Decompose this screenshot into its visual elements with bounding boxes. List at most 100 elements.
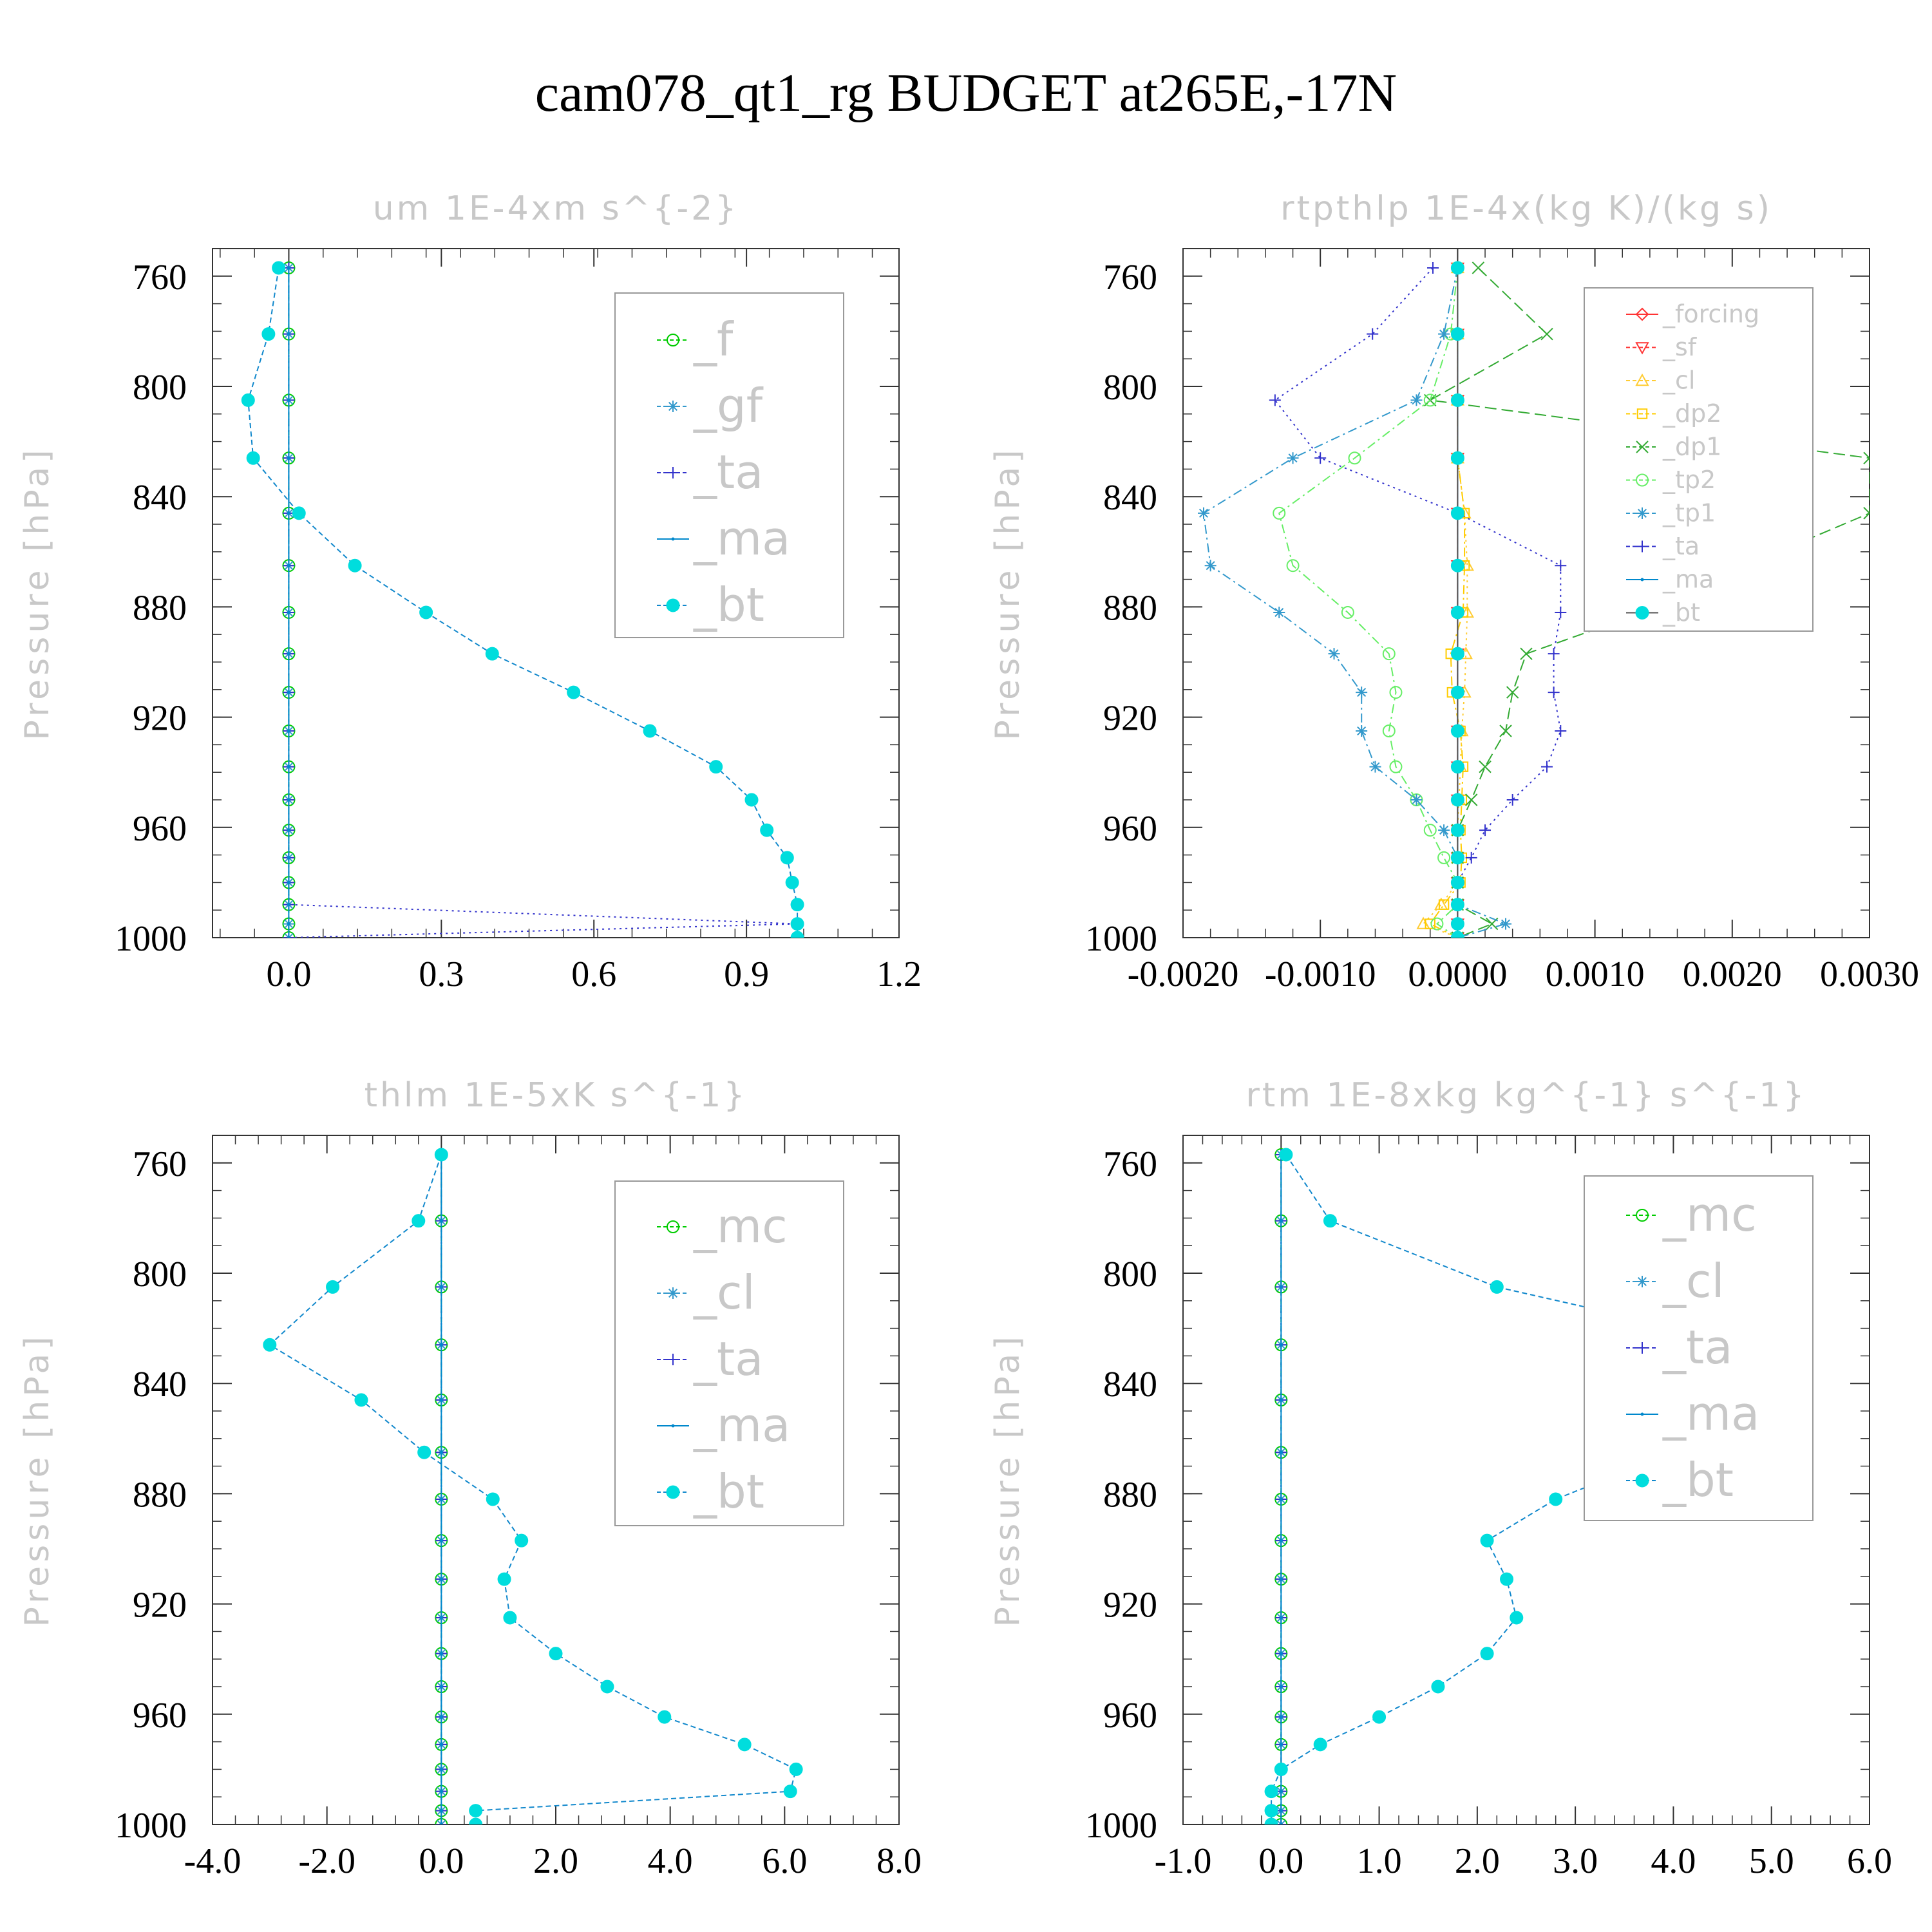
data-point <box>439 1577 443 1581</box>
data-point <box>1264 1785 1278 1799</box>
y-tick-label: 800 <box>1103 368 1157 408</box>
data-point <box>1287 452 1299 464</box>
legend-marker <box>1635 342 1649 355</box>
data-point <box>1423 824 1437 837</box>
legend-label: _ta <box>693 1332 763 1386</box>
data-point <box>439 1715 443 1719</box>
data-point <box>1279 1398 1283 1402</box>
data-point <box>354 1393 368 1407</box>
data-point <box>1367 328 1379 340</box>
data-point <box>1369 761 1381 773</box>
data-point <box>439 1398 443 1402</box>
data-point <box>1279 1285 1283 1289</box>
y-axis-label: Pressure [hPa] <box>989 1333 1027 1627</box>
data-point <box>1438 824 1450 837</box>
data-point <box>1863 451 1870 464</box>
data-point <box>497 1572 511 1586</box>
panel-title: thlm 1E-5xK s^{-1} <box>365 1076 748 1115</box>
data-point <box>737 1738 752 1752</box>
legend-marker <box>1636 408 1648 419</box>
data-point <box>1450 558 1464 573</box>
data-point <box>790 898 804 912</box>
y-tick-label: 1000 <box>115 1806 187 1846</box>
data-point <box>783 1785 797 1799</box>
x-tick-label: 5.0 <box>1749 1841 1794 1881</box>
data-point <box>790 917 804 931</box>
legend-marker <box>667 1220 679 1233</box>
data-point <box>1279 1343 1283 1347</box>
legend-label: _forcing <box>1662 300 1759 328</box>
legend: _f _gf _ta _ma _bt <box>614 292 844 638</box>
data-point <box>1549 1492 1563 1506</box>
x-tick-label: 0.0 <box>1258 1841 1303 1881</box>
legend-label: _sf <box>1662 333 1698 361</box>
data-point <box>1450 898 1464 912</box>
data-point <box>503 1611 517 1625</box>
legend-marker <box>667 1354 679 1365</box>
data-point <box>643 724 657 738</box>
x-tick-label: 0.0000 <box>1408 954 1507 994</box>
legend-label: _mc <box>1662 1188 1757 1242</box>
legend-marker <box>671 537 675 541</box>
data-point <box>1548 687 1560 699</box>
data-point <box>287 564 290 567</box>
x-tick-label: 0.3 <box>419 954 464 994</box>
data-point <box>1273 506 1286 520</box>
y-axis-label: Pressure [hPa] <box>989 446 1027 741</box>
data-point <box>1279 1823 1283 1824</box>
plot-frame <box>1182 1135 1870 1825</box>
legend-marker <box>667 334 679 346</box>
x-tick-label: 0.6 <box>571 954 616 994</box>
data-point <box>1438 899 1450 910</box>
data-point <box>1450 327 1464 341</box>
data-point <box>1389 760 1403 773</box>
y-tick-label: 760 <box>133 258 187 298</box>
data-point <box>1450 647 1464 661</box>
legend-marker <box>1640 578 1644 582</box>
figure-title: cam078_qt1_rg BUDGET at265E,-17N <box>535 63 1397 123</box>
data-point <box>1540 327 1553 341</box>
data-point <box>1490 1280 1504 1294</box>
data-point <box>287 611 290 614</box>
data-point <box>1269 394 1281 406</box>
data-point <box>1279 1715 1283 1719</box>
series-line <box>1274 267 1562 938</box>
data-point <box>567 685 581 699</box>
data-point <box>263 1338 277 1352</box>
data-point <box>1382 647 1396 661</box>
x-tick-label: 1.0 <box>1357 1841 1402 1881</box>
data-point <box>1423 393 1437 407</box>
plot-frame <box>212 248 900 938</box>
data-point <box>1438 328 1450 340</box>
y-axis-label: Pressure [hPa] <box>18 446 57 741</box>
legend-marker <box>1636 1342 1648 1354</box>
data-point <box>287 456 290 460</box>
data-point <box>439 1743 443 1747</box>
data-point <box>1314 452 1327 464</box>
data-point <box>1279 1743 1283 1747</box>
data-point <box>287 690 290 694</box>
data-point <box>709 760 723 774</box>
data-point <box>1450 760 1464 774</box>
x-tick-label: 0.0010 <box>1546 954 1645 994</box>
data-point <box>1416 916 1430 929</box>
y-tick-label: 920 <box>1103 699 1157 739</box>
series-ma <box>287 266 290 938</box>
data-point <box>272 261 286 275</box>
legend-label: _dp1 <box>1662 433 1721 461</box>
legend-label: _cl <box>693 1265 755 1320</box>
series-dp2 <box>1425 262 1470 938</box>
legend-label: _f <box>693 312 734 366</box>
y-tick-label: 840 <box>133 1365 187 1405</box>
y-tick-label: 1000 <box>1085 919 1157 959</box>
legend-box <box>614 1180 844 1526</box>
data-point <box>789 1762 803 1776</box>
data-point <box>1279 1148 1293 1162</box>
y-tick-label: 800 <box>133 1255 187 1294</box>
data-point <box>1382 724 1396 737</box>
data-point <box>287 922 290 926</box>
legend-marker <box>671 1424 675 1428</box>
data-point <box>287 511 290 515</box>
data-point <box>1506 794 1519 806</box>
data-point <box>1480 1647 1494 1661</box>
